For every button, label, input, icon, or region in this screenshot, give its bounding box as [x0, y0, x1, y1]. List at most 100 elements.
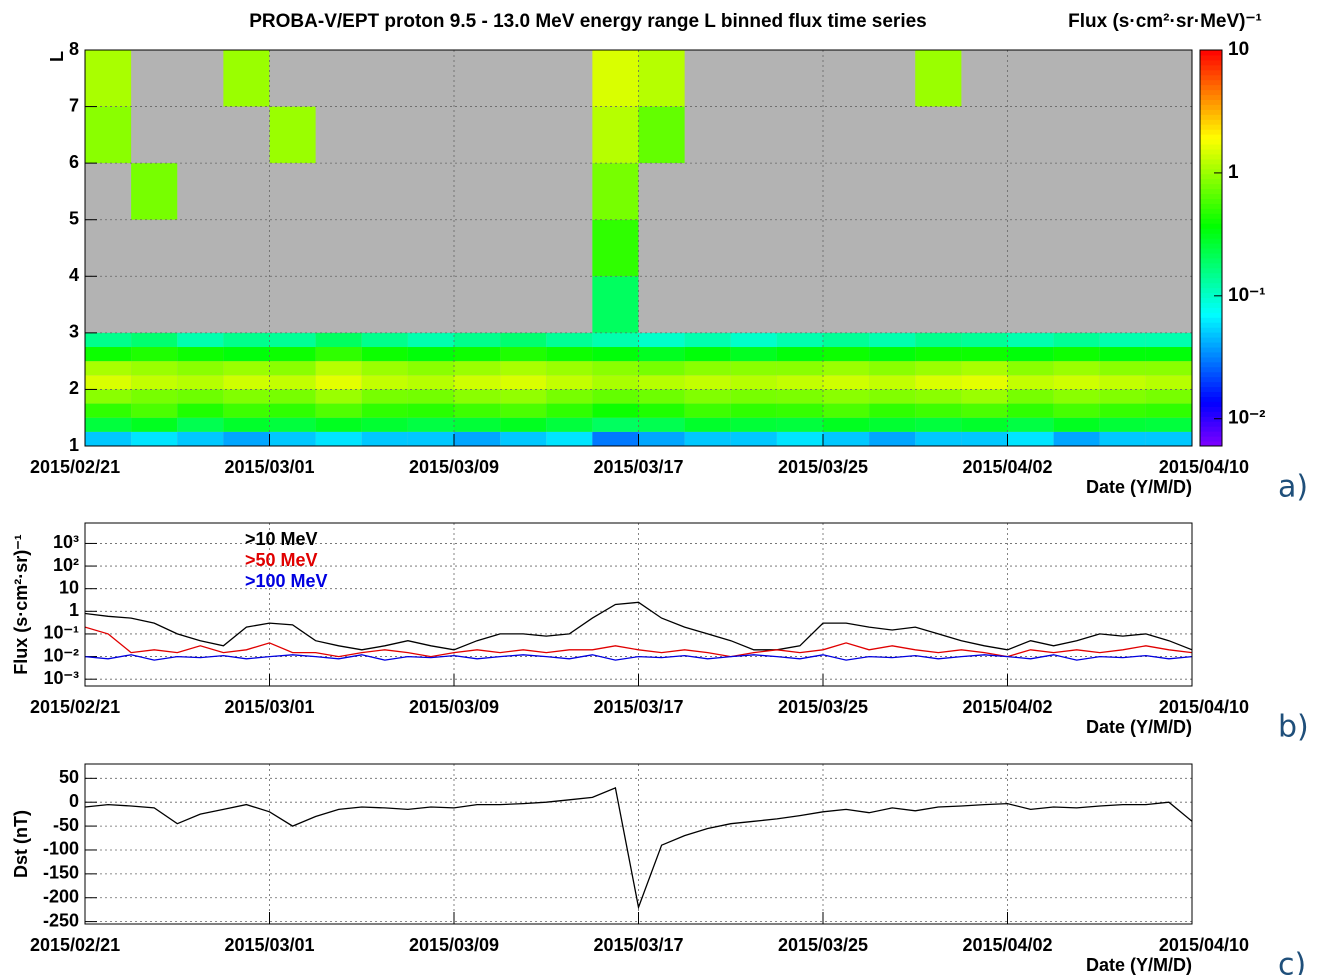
- y-tick-label: -150: [43, 863, 79, 883]
- heat-cell: [592, 389, 639, 404]
- heat-cell: [776, 431, 823, 446]
- colorbar-segment: [1200, 366, 1222, 373]
- heat-cell: [961, 431, 1008, 446]
- heat-cell: [177, 375, 224, 390]
- x-axis-label: Date (Y/M/D): [1086, 955, 1192, 975]
- colorbar-segment: [1200, 351, 1222, 358]
- x-tick-label: 2015/03/17: [593, 697, 683, 717]
- heat-cell: [1099, 375, 1146, 390]
- heat-cell: [1053, 417, 1100, 432]
- heat-cell: [1099, 347, 1146, 362]
- colorbar-segment: [1200, 188, 1222, 195]
- heat-cell: [638, 417, 685, 432]
- heat-cell: [592, 106, 639, 164]
- heat-cell: [454, 403, 501, 418]
- heat-cell: [776, 375, 823, 390]
- heat-cell: [915, 361, 962, 376]
- heat-cell: [823, 403, 870, 418]
- heat-cell: [500, 347, 547, 362]
- colorbar-segment: [1200, 426, 1222, 432]
- heat-cell: [776, 347, 823, 362]
- heat-cell: [638, 389, 685, 404]
- heat-cell: [823, 375, 870, 390]
- y-tick-label: 50: [59, 767, 79, 787]
- colorbar-segment: [1200, 158, 1222, 165]
- heat-cell: [638, 332, 685, 347]
- colorbar-segment: [1200, 356, 1222, 363]
- heat-cell: [776, 403, 823, 418]
- colorbar-segment: [1200, 144, 1222, 150]
- colorbar-segment: [1200, 381, 1222, 388]
- colorbar-segment: [1200, 292, 1222, 298]
- colorbar-segment: [1200, 317, 1222, 323]
- heat-cell: [85, 50, 132, 107]
- colorbar-frame: [1199, 49, 1223, 447]
- heat-cell: [730, 389, 777, 404]
- colorbar-segment: [1200, 267, 1222, 274]
- heat-cell: [361, 431, 408, 446]
- heat-cell: [823, 417, 870, 432]
- heat-cell: [454, 389, 501, 404]
- heat-cell: [776, 332, 823, 347]
- heat-cell: [1007, 361, 1054, 376]
- heat-cell: [361, 403, 408, 418]
- heat-cell: [223, 50, 270, 107]
- heat-cell: [638, 347, 685, 362]
- heat-cell: [684, 332, 731, 347]
- heat-cell: [592, 332, 639, 347]
- heat-cell: [915, 50, 962, 107]
- heat-cell: [546, 417, 593, 432]
- colorbar-segment: [1200, 183, 1222, 190]
- y-axis-label: Dst (nT): [11, 810, 31, 878]
- colorbar-segment: [1200, 307, 1222, 313]
- heat-cell: [454, 375, 501, 390]
- colorbar-segment: [1200, 421, 1222, 427]
- heat-cell: [315, 431, 362, 446]
- colorbar-segment: [1200, 361, 1222, 368]
- colorbar-segment: [1200, 302, 1222, 308]
- y-tick-label: 7: [69, 95, 79, 115]
- heat-cell: [223, 361, 270, 376]
- colorbar-segment: [1200, 178, 1222, 185]
- heat-cell: [1145, 389, 1192, 404]
- colorbar-segment: [1200, 386, 1222, 393]
- heat-cell: [1099, 403, 1146, 418]
- heat-cell: [730, 332, 777, 347]
- colorbar-segment: [1200, 50, 1222, 56]
- heat-cell: [1099, 417, 1146, 432]
- colorbar-segment: [1200, 59, 1222, 66]
- heat-cell: [1145, 347, 1192, 362]
- heat-cell: [961, 389, 1008, 404]
- heat-cell: [131, 403, 178, 418]
- colorbar-segment: [1200, 391, 1222, 397]
- heat-cell: [131, 163, 178, 220]
- heat-cell: [592, 276, 639, 333]
- heat-cell: [1099, 361, 1146, 376]
- heat-cell: [177, 389, 224, 404]
- heat-cell: [684, 347, 731, 362]
- colorbar-segment: [1200, 257, 1222, 264]
- panel-label: b): [1278, 710, 1309, 745]
- heat-cell: [315, 347, 362, 362]
- colorbar-segment: [1200, 441, 1222, 447]
- heat-cell: [177, 417, 224, 432]
- x-tick-label: 2015/03/09: [409, 697, 499, 717]
- heat-cell: [177, 431, 224, 446]
- heat-cell: [1053, 375, 1100, 390]
- heat-cell: [131, 375, 178, 390]
- heat-cell: [592, 431, 639, 446]
- heat-cell: [131, 347, 178, 362]
- x-tick-label: 2015/03/17: [593, 935, 683, 955]
- data-line: [85, 601, 1192, 651]
- x-tick-label: 2015/04/02: [962, 697, 1052, 717]
- heat-cell: [85, 389, 132, 404]
- heat-cell: [131, 361, 178, 376]
- heat-cell: [361, 361, 408, 376]
- heat-cell: [361, 389, 408, 404]
- colorbar-segment: [1200, 342, 1222, 348]
- heat-cell: [361, 375, 408, 390]
- legend-entry: >50 MeV: [245, 550, 318, 570]
- heat-cell: [269, 361, 316, 376]
- colorbar-segment: [1200, 109, 1222, 115]
- heat-cell: [500, 389, 547, 404]
